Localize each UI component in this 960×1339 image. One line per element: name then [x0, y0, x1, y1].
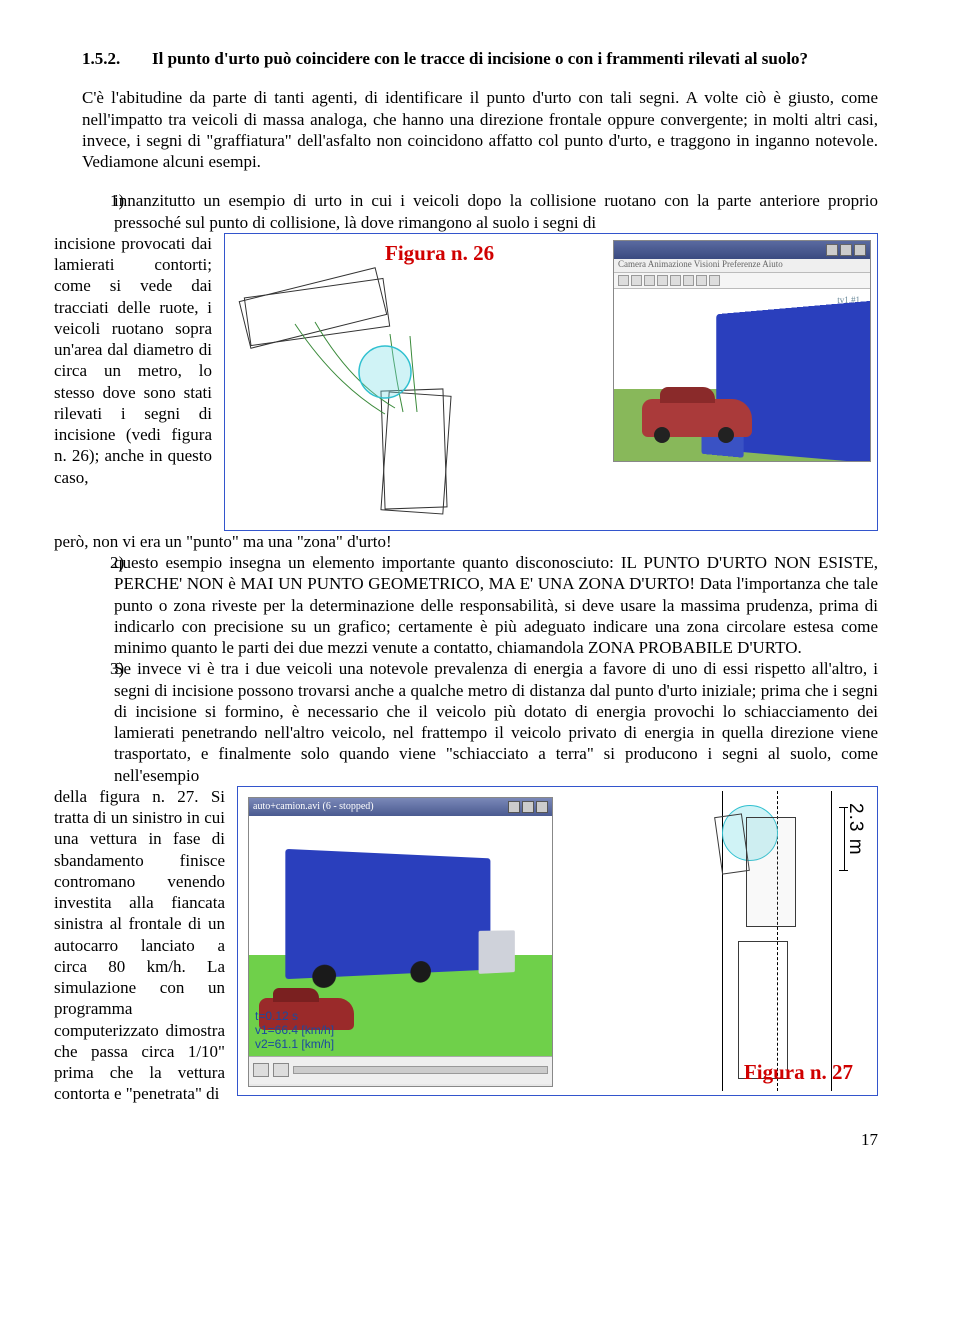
item1-wrap: incisione provocati dai lamierati contor…: [54, 233, 212, 531]
window-close-icon: [536, 801, 548, 813]
readout-time: t=0.12 s: [255, 1010, 334, 1024]
item3-wrap: della figura n. 27. Si tratta di un sini…: [54, 786, 225, 1105]
play-icon: [253, 1063, 269, 1077]
window-titlebar: [614, 241, 870, 259]
list-item-2: 2) questo esempio insegna un elemento im…: [82, 552, 878, 658]
figure-26-3d-window: Camera Animazione Visioni Preferenze Aiu…: [613, 240, 871, 462]
window-title-text: auto+camion.avi (6 - stopped): [253, 801, 374, 814]
figure-26-caption: Figura n. 26: [385, 240, 494, 266]
window-min-icon: [508, 801, 520, 813]
figure-27-caption: Figura n. 27: [744, 1059, 853, 1085]
figure-27: Figura n. 27 auto+camion.avi (6 - stoppe…: [237, 786, 878, 1096]
window-toolbar: [614, 273, 870, 289]
numbered-list: 1) innanzitutto un esempio di urto in cu…: [82, 190, 878, 1104]
figure-26-scene: tv1 #1 tv1 #2: [614, 289, 870, 461]
player-controls: [249, 1056, 552, 1084]
item2-text: questo esempio insegna un elemento impor…: [114, 552, 878, 658]
figure-26: Figura n. 26: [224, 233, 878, 531]
readout-v1: v1=66.4 [km/h]: [255, 1024, 334, 1038]
list-marker: 2): [82, 552, 114, 658]
figure-27-planview: 2.3 m: [652, 791, 867, 1091]
section-heading: 1.5.2. Il punto d'urto può coincidere co…: [82, 48, 878, 69]
window-menubar: Camera Animazione Visioni Preferenze Aiu…: [614, 259, 870, 273]
sim-readout: t=0.12 s v1=66.4 [km/h] v2=61.1 [km/h]: [255, 1010, 334, 1051]
window-min-icon: [826, 244, 838, 256]
figure-26-wireframe: [235, 264, 515, 524]
intro-paragraph: C'è l'abitudine da parte di tanti agenti…: [82, 87, 878, 172]
stop-icon: [273, 1063, 289, 1077]
list-item-3: 3) Se invece vi è tra i due veicoli una …: [82, 658, 878, 1104]
item1-tail: però, non vi era un "punto" ma una "zona…: [54, 532, 392, 551]
truck-icon: [285, 849, 490, 979]
figure-27-video-window: auto+camion.avi (6 - stopped): [248, 797, 553, 1087]
truck-outline: [746, 817, 796, 927]
seek-track: [293, 1066, 548, 1074]
heading-number: 1.5.2.: [82, 48, 152, 69]
heading-title: Il punto d'urto può coincidere con le tr…: [152, 48, 878, 69]
item1-lead: innanzitutto un esempio di urto in cui i…: [114, 191, 878, 231]
readout-v2: v2=61.1 [km/h]: [255, 1038, 334, 1052]
dimension-label: 2.3 m: [843, 803, 867, 856]
list-item-1: 1) innanzitutto un esempio di urto in cu…: [82, 190, 878, 552]
figure-27-scene: t=0.12 s v1=66.4 [km/h] v2=61.1 [km/h]: [249, 816, 552, 1056]
item3-lead: Se invece vi è tra i due veicoli una not…: [114, 659, 878, 784]
car-icon: [642, 399, 752, 437]
window-titlebar: auto+camion.avi (6 - stopped): [249, 798, 552, 816]
window-max-icon: [522, 801, 534, 813]
window-close-icon: [854, 244, 866, 256]
page-number: 17: [82, 1129, 878, 1150]
window-max-icon: [840, 244, 852, 256]
